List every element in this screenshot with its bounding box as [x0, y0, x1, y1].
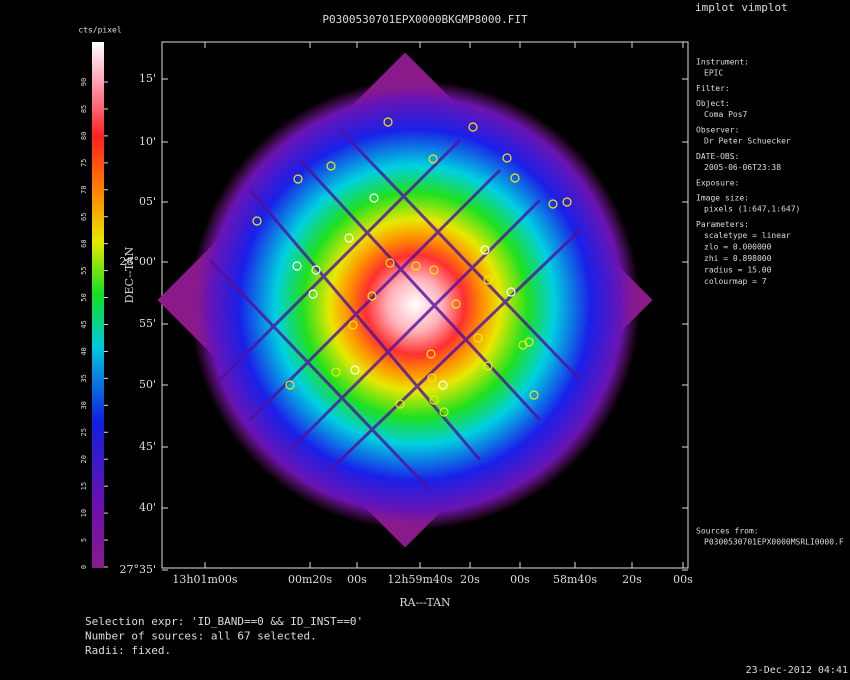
- info-label: Instrument:: [696, 58, 749, 67]
- info-value: Dr Peter Schuecker: [704, 137, 791, 146]
- footer-line: Radii: fixed.: [85, 644, 171, 657]
- y-tick-label: 05': [139, 195, 156, 208]
- colorbar-tick-label: 30: [80, 401, 88, 409]
- sources-label: Sources from:: [696, 527, 759, 536]
- colorbar: [92, 42, 104, 568]
- info-value: zhi = 0.898000: [704, 254, 772, 263]
- plot-frame: [161, 41, 689, 569]
- plot-title: P0300530701EPX0000BKGMP8000.FIT: [322, 13, 528, 26]
- x-axis-title: RA---TAN: [399, 596, 451, 609]
- info-value: pixels (1:647,1:647): [704, 205, 800, 214]
- colorbar-tick-label: 55: [80, 266, 88, 274]
- colorbar-tick-label: 20: [80, 455, 88, 463]
- info-label: DATE-OBS:: [696, 152, 739, 161]
- colorbar-tick-label: 90: [80, 78, 88, 86]
- x-tick-label: 00s: [673, 573, 693, 586]
- x-tick-label: 00s: [347, 573, 367, 586]
- info-value: 2005-06-06T23:38: [704, 163, 781, 172]
- colorbar-tick-label: 25: [80, 428, 88, 436]
- colorbar-tick-label: 40: [80, 347, 88, 355]
- colorbar-tick-label: 85: [80, 105, 88, 113]
- colorbar-label: cts/pixel: [78, 26, 122, 35]
- y-tick-label: 50': [139, 378, 156, 391]
- colorbar-tick-label: 50: [80, 293, 88, 301]
- y-tick-label: 40': [139, 501, 156, 514]
- info-value: EPIC: [704, 69, 723, 78]
- info-label: Filter:: [696, 84, 730, 93]
- x-tick-label: 20s: [460, 573, 480, 586]
- colorbar-tick-label: 35: [80, 374, 88, 382]
- colorbar-tick-label: 10: [80, 509, 88, 517]
- info-label: Object:: [696, 99, 730, 108]
- y-tick-label: 15': [139, 72, 156, 85]
- colorbar-tick-label: 0: [80, 565, 88, 569]
- info-label: Exposure:: [696, 179, 739, 188]
- colorbar-tick-label: 5: [80, 538, 88, 542]
- sources-file: P0300530701EPX0000MSRLI0000.F: [704, 538, 844, 547]
- colorbar-tick-label: 45: [80, 320, 88, 328]
- footer-line: Selection expr: 'ID_BAND==0 && ID_INST==…: [85, 615, 363, 628]
- colorbar-tick-label: 80: [80, 132, 88, 140]
- y-tick-label: 27°35': [119, 563, 156, 576]
- colorbar-tick-label: 65: [80, 213, 88, 221]
- info-value: zlo = 0.000000: [704, 243, 772, 252]
- source-circles: [252, 117, 572, 417]
- x-tick-label: 58m40s: [553, 573, 597, 586]
- image: [157, 52, 653, 548]
- colorbar-tick-label: 15: [80, 482, 88, 490]
- info-value: colourmap = 7: [704, 277, 767, 286]
- colorbar-tick-label: 70: [80, 186, 88, 194]
- info-label: Observer:: [696, 126, 739, 135]
- footer-line: Number of sources: all 67 selected.: [85, 630, 317, 643]
- timestamp: 23-Dec-2012 04:41: [746, 665, 848, 676]
- y-axis-title: DEC--TAN: [123, 246, 136, 303]
- colorbar-tick-label: 75: [80, 159, 88, 167]
- window-title: implot vimplot: [695, 1, 788, 14]
- x-tick-label: 20s: [622, 573, 642, 586]
- x-tick-label: 00m20s: [288, 573, 332, 586]
- info-label: Parameters:: [696, 220, 749, 229]
- info-label: Image size:: [696, 194, 749, 203]
- y-tick-label: 55': [139, 317, 156, 330]
- x-tick-label: 12h59m40s: [387, 573, 453, 586]
- info-value: radius = 15.00: [704, 266, 772, 275]
- y-tick-label: 45': [139, 440, 156, 453]
- y-tick-label: 28°00': [119, 255, 156, 268]
- colorbar-tick-label: 60: [80, 239, 88, 247]
- y-tick-label: 10': [139, 135, 156, 148]
- info-value: Coma Pos7: [704, 110, 748, 119]
- x-tick-label: 13h01m00s: [172, 573, 238, 586]
- info-value: scaletype = linear: [704, 231, 791, 240]
- x-tick-label: 00s: [510, 573, 530, 586]
